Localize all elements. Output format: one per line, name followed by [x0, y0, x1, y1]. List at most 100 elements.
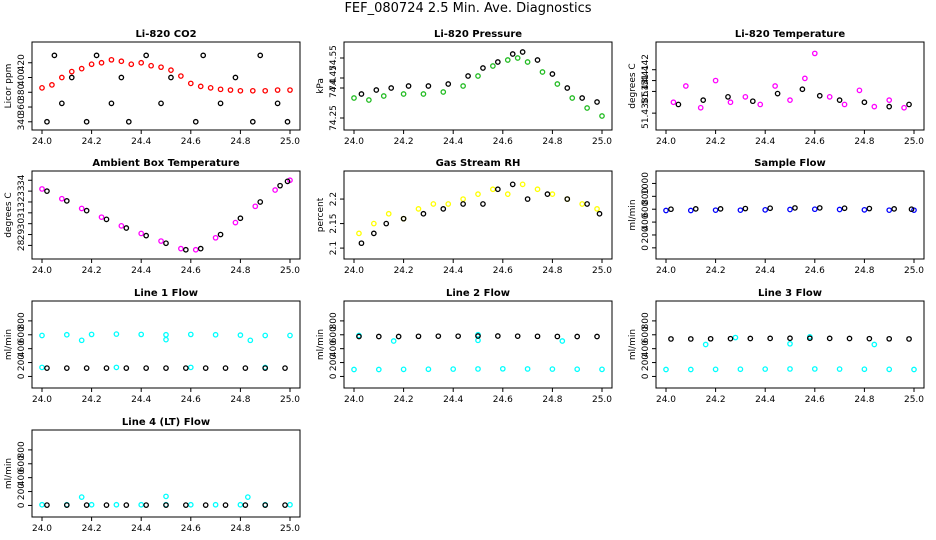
data-point-series-1 — [163, 493, 169, 500]
data-point-series-2 — [123, 225, 130, 231]
data-point-series-2 — [51, 52, 58, 59]
y-tick-label: 30 — [17, 218, 27, 230]
y-tick-label: 340 — [17, 113, 27, 130]
plot-frame — [343, 41, 613, 131]
y-axis-label: ml/min — [628, 329, 638, 360]
data-point-series-1 — [252, 203, 259, 210]
x-tick-label: 24.8 — [230, 395, 250, 405]
data-point-series-2 — [792, 205, 798, 211]
data-point-series-1 — [207, 84, 214, 91]
data-point-series-1 — [287, 501, 293, 508]
plot-frame — [343, 300, 613, 389]
data-point-series-2 — [886, 335, 893, 342]
x-tick-label: 24.8 — [542, 137, 562, 147]
x-tick-label: 24.4 — [131, 395, 151, 405]
data-point-series-2 — [284, 118, 291, 125]
data-point-series-2 — [143, 365, 150, 371]
data-point-series-1 — [138, 331, 145, 338]
data-point-series-2 — [237, 215, 244, 222]
data-point-series-1 — [594, 206, 600, 212]
data-point-series-1 — [366, 97, 372, 103]
data-point-series-2 — [158, 100, 164, 107]
x-tick-label: 24.0 — [344, 266, 364, 276]
data-point-series-1 — [400, 91, 407, 97]
data-point-series-1 — [569, 95, 576, 101]
data-point-series-2 — [103, 365, 110, 371]
data-point-series-2 — [549, 71, 556, 77]
plot-frame — [31, 300, 301, 389]
x-tick-label: 24.4 — [443, 395, 463, 405]
data-point-series-1 — [287, 87, 293, 93]
data-point-series-1 — [787, 97, 793, 103]
data-point-series-1 — [475, 73, 481, 79]
y-axis-label: ml/min — [628, 199, 638, 230]
data-point-series-1 — [78, 494, 85, 500]
data-point-series-1 — [504, 191, 511, 198]
y-tick-label: 380 — [17, 83, 27, 100]
panel-4: Ambient Box Temperature degrees C 24.0 24.2… — [4, 158, 301, 276]
data-point-series-1 — [524, 59, 531, 65]
data-point-series-1 — [385, 210, 392, 217]
panel-title: Li-820 CO2 — [135, 29, 196, 40]
data-point-series-2 — [200, 52, 207, 59]
x-tick-label: 24.8 — [230, 524, 250, 534]
data-point-series-1 — [559, 338, 566, 344]
data-point-series-2 — [356, 333, 362, 340]
x-tick-label: 24.6 — [181, 266, 201, 276]
data-point-series-2 — [415, 333, 422, 340]
data-point-series-1 — [687, 207, 694, 214]
data-point-series-1 — [670, 99, 677, 106]
data-point-series-1 — [430, 201, 437, 207]
data-point-series-2 — [480, 201, 486, 207]
y-tick-label: 400 — [17, 340, 27, 357]
data-point-series-1 — [811, 206, 818, 213]
data-point-series-2 — [232, 74, 239, 81]
data-point-series-2 — [222, 365, 229, 371]
x-tick-label: 24.0 — [32, 266, 52, 276]
data-point-series-1 — [272, 187, 278, 193]
data-point-series-2 — [249, 118, 256, 125]
data-point-series-2 — [767, 335, 774, 342]
data-point-series-1 — [78, 205, 85, 212]
data-point-series-1 — [762, 206, 769, 213]
data-point-series-2 — [420, 210, 427, 217]
data-point-series-1 — [663, 366, 669, 373]
y-tick-label: 31 — [17, 207, 27, 218]
data-point-series-2 — [83, 118, 90, 125]
data-point-series-1 — [98, 59, 105, 66]
y-tick-label: 34 — [17, 174, 27, 186]
data-point-series-2 — [866, 335, 873, 342]
data-point-series-1 — [163, 336, 169, 343]
data-point-series-1 — [584, 105, 590, 111]
y-tick-label: 32 — [17, 196, 27, 207]
data-point-series-1 — [217, 86, 224, 93]
data-point-series-1 — [579, 201, 586, 207]
x-tick-label: 25.0 — [280, 524, 300, 534]
data-point-series-1 — [158, 238, 164, 244]
data-point-series-1 — [599, 113, 605, 119]
data-point-series-2 — [103, 502, 110, 508]
data-point-series-2 — [182, 365, 189, 371]
x-tick-label: 24.6 — [805, 137, 825, 147]
data-point-series-2 — [700, 97, 707, 103]
data-point-series-1 — [370, 220, 377, 227]
data-point-series-2 — [445, 81, 452, 87]
data-point-series-1 — [886, 97, 893, 103]
data-point-series-2 — [826, 335, 833, 342]
x-tick-label: 25.0 — [904, 266, 924, 276]
data-point-series-1 — [178, 245, 184, 252]
data-point-series-1 — [274, 87, 281, 93]
plot-frame — [655, 170, 925, 260]
x-tick-label: 24.0 — [656, 266, 676, 276]
data-point-series-1 — [187, 331, 194, 338]
data-point-series-1 — [400, 366, 407, 373]
data-point-series-2 — [906, 336, 912, 342]
panel-title: Line 4 (LT) Flow — [122, 417, 210, 428]
data-point-series-1 — [138, 230, 145, 237]
data-point-series-1 — [861, 366, 868, 373]
y-tick-label: 360 — [17, 98, 27, 115]
x-tick-label: 25.0 — [280, 137, 300, 147]
y-tick-label: 51.44 — [641, 78, 651, 104]
data-point-series-1 — [712, 77, 719, 84]
